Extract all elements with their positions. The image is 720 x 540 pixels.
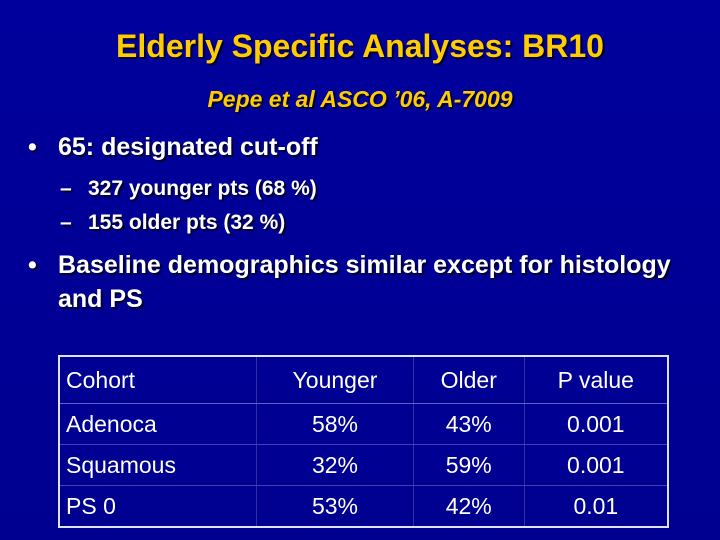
title: Elderly Specific Analyses: BR10 bbox=[116, 28, 604, 64]
bullet: Baseline demographics similar except for… bbox=[28, 248, 678, 316]
bullet-list: 65: designated cut-off 327 younger pts (… bbox=[28, 130, 708, 324]
cell: 0.001 bbox=[523, 403, 668, 445]
cell: 43% bbox=[412, 403, 525, 445]
cell: PS 0 bbox=[58, 485, 257, 527]
header-cell: Younger bbox=[256, 356, 414, 404]
sub-bullet: 327 younger pts (68 %) bbox=[28, 172, 708, 206]
sub-bullet: 155 older pts (32 %) bbox=[28, 206, 708, 240]
cell: Adenoca bbox=[58, 403, 257, 445]
table: Cohort Younger Older P value Adenoca 58%… bbox=[58, 355, 669, 528]
table-header: Cohort Younger Older P value bbox=[58, 356, 668, 404]
cell: 32% bbox=[256, 444, 414, 486]
cell: 58% bbox=[256, 403, 414, 445]
header-cell: P value bbox=[523, 356, 668, 404]
header-cell: Older bbox=[412, 356, 525, 404]
cell: 53% bbox=[256, 485, 414, 527]
cell: 42% bbox=[412, 485, 525, 527]
table-row: PS 0 53% 42% 0.01 bbox=[58, 485, 668, 527]
cell: 0.01 bbox=[523, 485, 668, 527]
header-cell: Cohort bbox=[58, 356, 257, 404]
cell: 0.001 bbox=[523, 444, 668, 486]
bullet: 65: designated cut-off bbox=[28, 130, 708, 164]
cell: Squamous bbox=[58, 444, 257, 486]
table-row: Adenoca 58% 43% 0.001 bbox=[58, 403, 668, 445]
cell: 59% bbox=[412, 444, 525, 486]
subtitle: Pepe et al ASCO ’06, A-7009 bbox=[207, 86, 513, 112]
table-row: Squamous 32% 59% 0.001 bbox=[58, 444, 668, 486]
